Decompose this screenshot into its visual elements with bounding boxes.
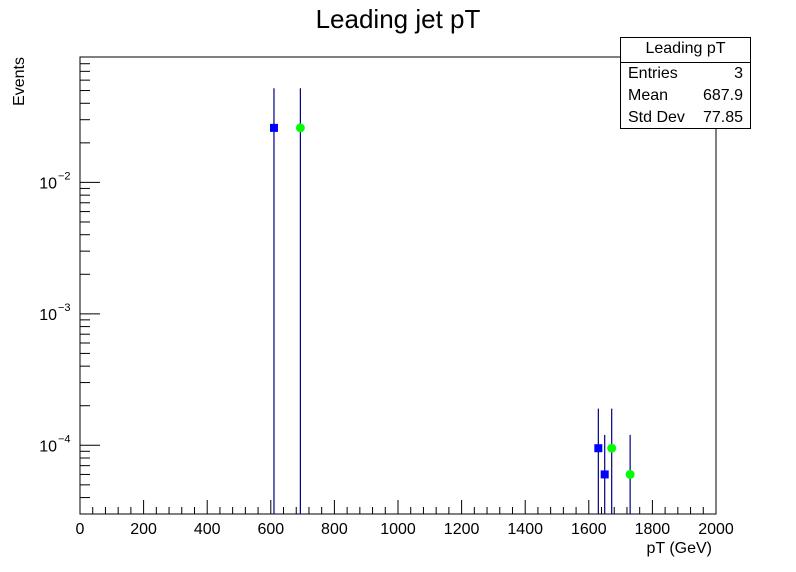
data-point-square xyxy=(269,123,278,132)
stats-label: Std Dev xyxy=(628,109,685,126)
stats-box: Leading pT Entries 3 Mean 687.9 Std Dev … xyxy=(620,37,751,129)
data-point-square xyxy=(600,470,609,479)
data-markers xyxy=(269,123,635,479)
stats-row-mean: Mean 687.9 xyxy=(621,85,750,107)
x-tick-label: 200 xyxy=(130,521,157,538)
stats-row-entries: Entries 3 xyxy=(621,63,750,85)
y-tick-label-exponent: −2 xyxy=(58,170,71,182)
x-tick-label: 800 xyxy=(321,521,348,538)
stats-row-stddev: Std Dev 77.85 xyxy=(621,107,750,129)
stats-value: 687.9 xyxy=(702,87,743,104)
x-tick-label: 1400 xyxy=(507,521,543,538)
x-tick-label: 0 xyxy=(76,521,85,538)
data-point-square xyxy=(594,444,603,453)
x-tick-label: 1000 xyxy=(380,521,416,538)
y-axis-label: Events xyxy=(11,57,28,106)
y-tick-label-exponent: −3 xyxy=(58,302,71,314)
x-tick-label: 1600 xyxy=(571,521,607,538)
x-axis-label: pT (GeV) xyxy=(647,540,713,557)
stats-value: 77.85 xyxy=(702,109,743,126)
y-tick-label: 10 xyxy=(39,307,57,324)
x-axis-ticks xyxy=(79,500,717,514)
y-tick-label: 10 xyxy=(39,175,57,192)
stats-value: 3 xyxy=(734,65,743,82)
x-tick-label: 1800 xyxy=(635,521,671,538)
stats-label: Mean xyxy=(628,87,669,104)
x-tick-label: 600 xyxy=(257,521,284,538)
y-axis-ticks xyxy=(80,56,100,515)
y-tick-label-exponent: −4 xyxy=(58,433,71,445)
error-bars xyxy=(273,88,631,514)
x-tick-label: 1200 xyxy=(444,521,480,538)
chart-title: Leading jet pT xyxy=(316,4,481,34)
data-point-circle xyxy=(295,123,305,133)
stats-title: Leading pT xyxy=(621,38,750,63)
y-axis-tick-labels: 10−410−310−2 xyxy=(39,170,70,455)
stats-label: Entries xyxy=(628,65,678,82)
x-tick-label: 400 xyxy=(194,521,221,538)
y-tick-label: 10 xyxy=(39,438,57,455)
data-point-circle xyxy=(625,469,635,479)
x-tick-label: 2000 xyxy=(698,521,734,538)
x-axis-tick-labels: 0 200 400 600 800 1000 1200 1400 1600 1800 2000 xyxy=(76,521,734,538)
data-point-circle xyxy=(607,443,617,453)
